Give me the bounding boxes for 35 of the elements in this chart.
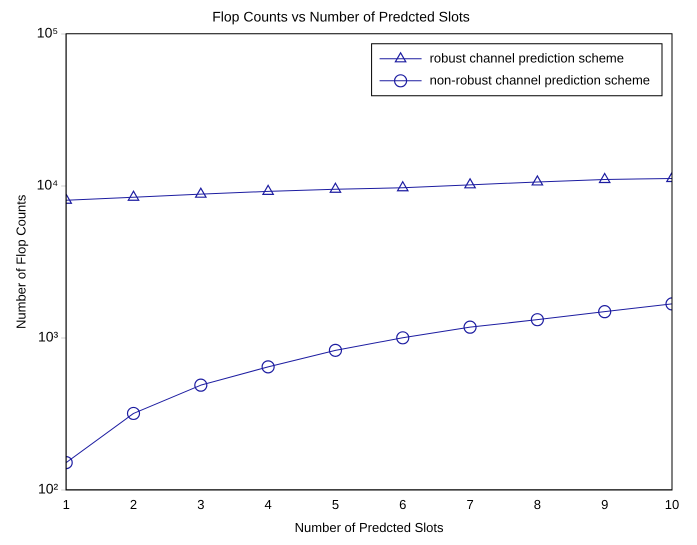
y-tick-label: 10⁵ [36, 24, 58, 41]
point [128, 190, 140, 201]
point [194, 378, 208, 392]
x-tick-label: 8 [534, 497, 541, 512]
y-tick-label: 10³ [38, 328, 59, 345]
legend-label: non-robust channel prediction scheme [430, 72, 650, 88]
y-axis-title: Number of Flop Counts [13, 194, 28, 330]
x-tick-label: 6 [399, 497, 406, 512]
point [532, 175, 544, 186]
point [262, 184, 274, 195]
x-tick-label: 9 [601, 497, 608, 512]
chart-title: Flop Counts vs Number of Predcted Slots [212, 8, 470, 24]
point [126, 406, 140, 420]
x-tick-label: 4 [264, 497, 272, 512]
y-tick-label: 10⁴ [36, 176, 58, 193]
point [598, 172, 610, 184]
legend-label: robust channel prediction scheme [430, 50, 624, 66]
point [598, 305, 612, 318]
point [464, 178, 476, 188]
point [463, 320, 477, 334]
x-tick-label: 10 [664, 497, 680, 512]
x-tick-label: 2 [130, 497, 138, 512]
point [396, 181, 409, 192]
point [396, 331, 410, 344]
point [195, 188, 207, 198]
x-tick-label: 1 [62, 497, 70, 512]
x-tick-label: 3 [197, 497, 204, 512]
point [328, 344, 342, 357]
point [262, 360, 275, 374]
point [530, 313, 544, 326]
x-tick-label: 7 [466, 497, 474, 512]
point [330, 182, 342, 193]
x-tick-label: 5 [332, 497, 340, 512]
x-axis-title: Number of Predcted Slots [294, 520, 444, 535]
y-tick-label: 10² [38, 480, 59, 497]
